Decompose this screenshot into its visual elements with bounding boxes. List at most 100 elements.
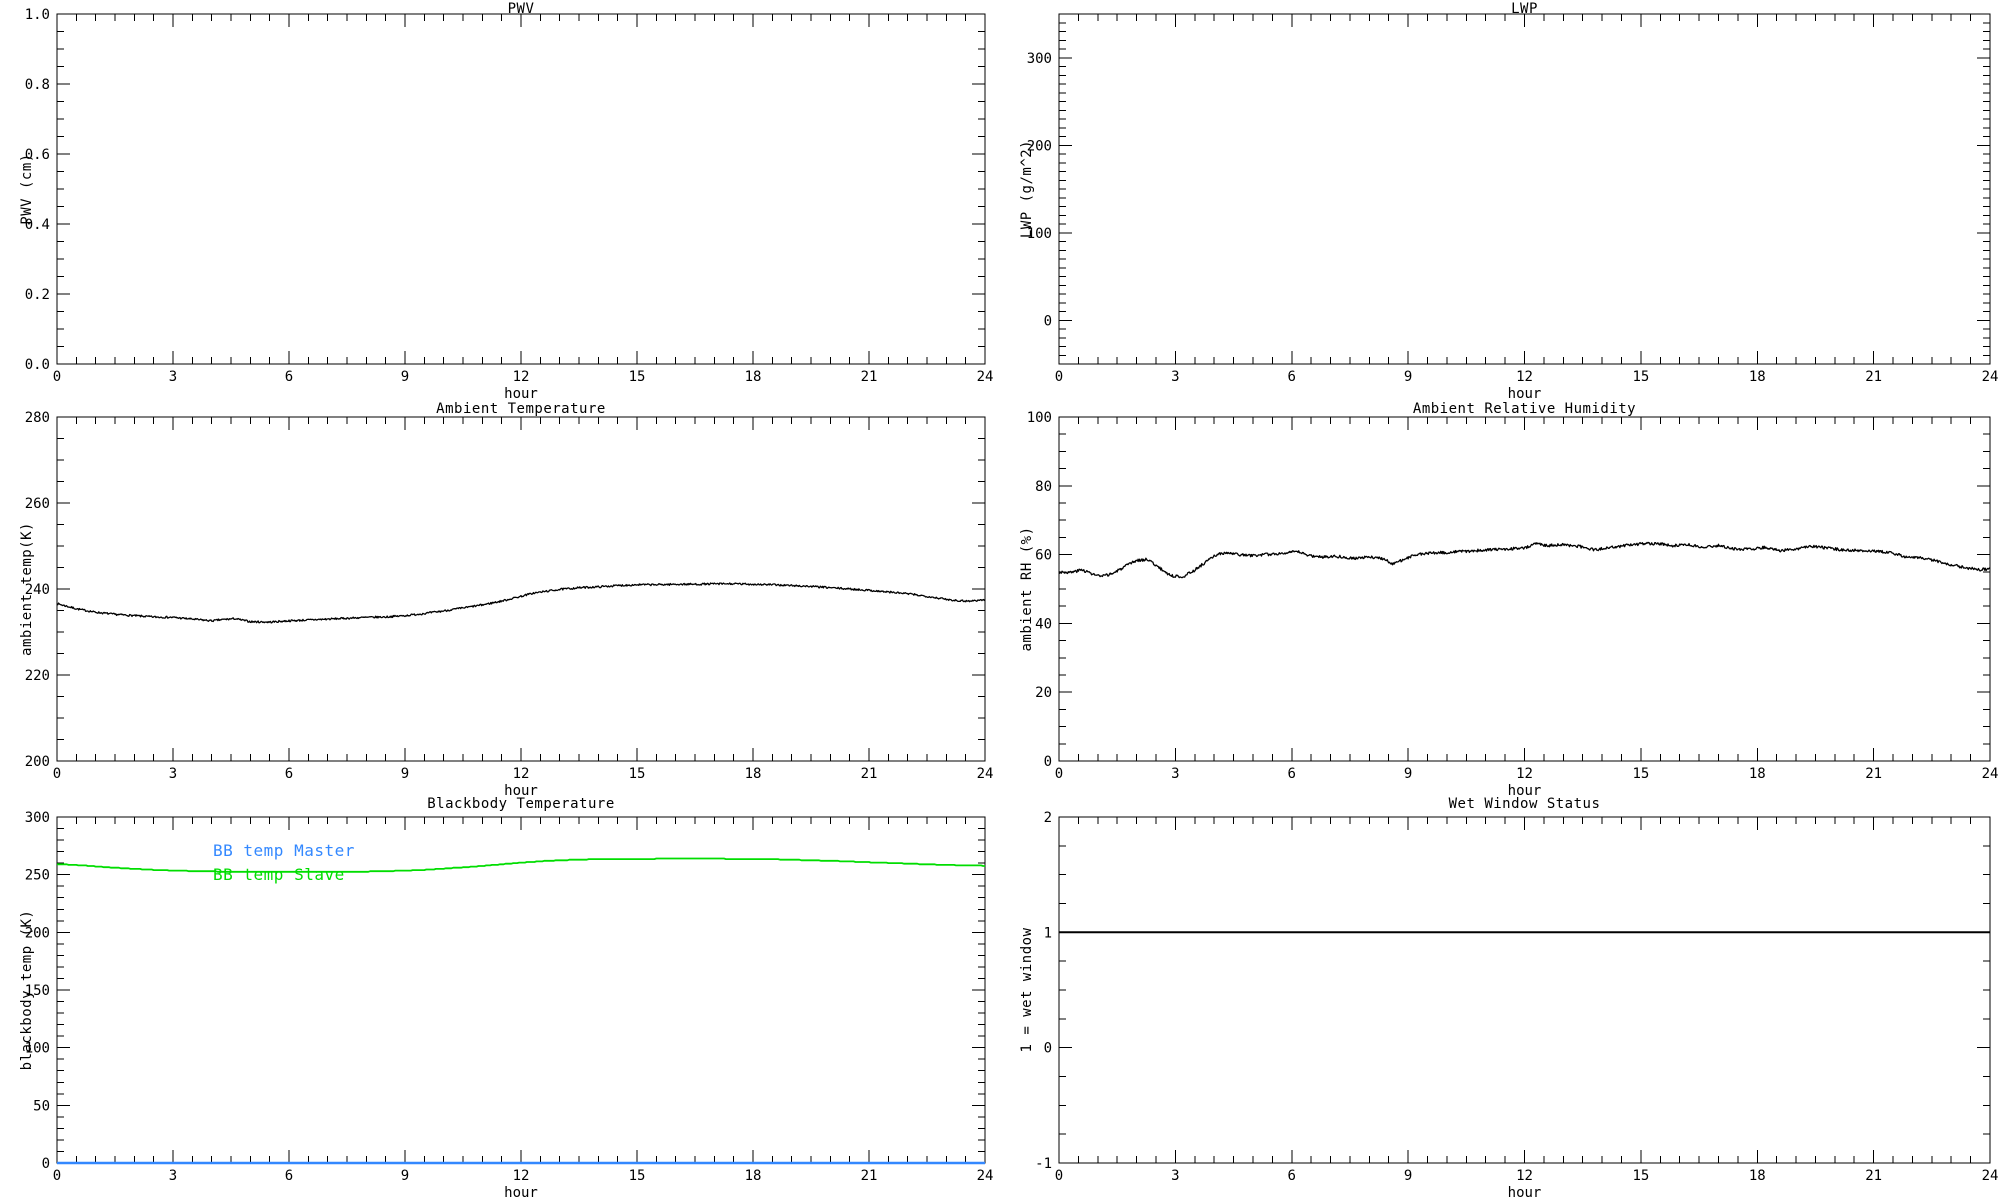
- ambient-relative-humidity-title: Ambient Relative Humidity: [1412, 401, 1637, 417]
- ambient-temperature-title: Ambient Temperature: [436, 401, 606, 417]
- svg-text:12: 12: [1516, 1168, 1533, 1184]
- wet-window-status-panel: 0 3 6 9 12 15 18 21 24 -1 0 1 2 Wet Window Status 1 …: [1000, 795, 2000, 1200]
- svg-text:12: 12: [513, 1168, 530, 1184]
- svg-text:9: 9: [401, 766, 409, 782]
- lwp-y-axis-label: LWP (g/m^2): [1019, 139, 1035, 239]
- svg-text:15: 15: [1632, 1168, 1649, 1184]
- svg-text:300: 300: [25, 810, 50, 826]
- svg-text:0: 0: [1044, 754, 1052, 770]
- svg-text:9: 9: [1404, 766, 1412, 782]
- pwv-plot: 0 3 6 9 12 15 18 21 24 0.0 0.2 0.4 0.6 0.8 1.0: [25, 7, 994, 385]
- svg-text:200: 200: [25, 925, 50, 941]
- svg-text:0: 0: [1055, 369, 1063, 385]
- svg-text:24: 24: [1982, 1168, 1999, 1184]
- svg-text:260: 260: [25, 496, 50, 512]
- blackbody-temperature-panel: 0 3 6 9 12 15 18 21 24 0 50 100 150 200 250 300 Blackbo…: [0, 795, 1000, 1200]
- pwv-title: PWV: [507, 1, 535, 17]
- svg-text:21: 21: [1865, 766, 1882, 782]
- svg-text:3: 3: [1171, 369, 1179, 385]
- svg-text:200: 200: [1027, 138, 1052, 154]
- svg-text:12: 12: [513, 766, 530, 782]
- svg-text:24: 24: [977, 369, 994, 385]
- svg-text:0: 0: [42, 1156, 50, 1172]
- svg-text:200: 200: [25, 754, 50, 770]
- lwp-x-axis-label: hour: [1507, 386, 1542, 402]
- ambient-relative-humidity-y-axis-label: ambient RH (%): [1019, 526, 1035, 652]
- ambient-temperature-y-axis-label: ambient temp(K): [19, 522, 35, 656]
- svg-text:250: 250: [25, 868, 50, 884]
- svg-text:0: 0: [1055, 766, 1063, 782]
- svg-text:80: 80: [1035, 479, 1052, 495]
- svg-text:6: 6: [1288, 1168, 1296, 1184]
- svg-text:18: 18: [1749, 1168, 1766, 1184]
- svg-text:100: 100: [1027, 226, 1052, 242]
- ambient-temperature-panel: 0 3 6 9 12 15 18 21 24 200 220 240 260 280 Ambient Te…: [0, 400, 1000, 799]
- svg-text:24: 24: [977, 1168, 994, 1184]
- svg-text:1: 1: [1044, 925, 1052, 941]
- wet-window-status-y-axis-label: 1 = wet window: [1019, 927, 1035, 1053]
- svg-text:3: 3: [169, 369, 177, 385]
- svg-text:0: 0: [1044, 313, 1052, 329]
- ambient-temperature-x-axis-label: hour: [504, 783, 538, 799]
- svg-text:300: 300: [1027, 51, 1052, 67]
- svg-text:2: 2: [1044, 810, 1052, 826]
- svg-text:150: 150: [25, 983, 50, 999]
- svg-text:9: 9: [1404, 369, 1412, 385]
- svg-text:21: 21: [1865, 369, 1882, 385]
- svg-text:9: 9: [1404, 1168, 1412, 1184]
- svg-text:240: 240: [25, 582, 50, 598]
- svg-text:21: 21: [861, 369, 878, 385]
- svg-text:15: 15: [629, 1168, 646, 1184]
- svg-text:12: 12: [513, 369, 530, 385]
- legend-bb-temp-master: BB temp Master: [213, 841, 355, 860]
- ambient-relative-humidity-x-axis-label: hour: [1507, 783, 1542, 799]
- wet-window-status-x-axis-label: hour: [1507, 1185, 1542, 1200]
- svg-text:280: 280: [25, 410, 50, 426]
- legend-bb-temp-slave: BB temp Slave: [213, 865, 345, 884]
- svg-text:100: 100: [25, 1041, 50, 1057]
- svg-text:15: 15: [1632, 369, 1649, 385]
- svg-text:0.4: 0.4: [25, 217, 50, 233]
- blackbody-temperature-title: Blackbody Temperature: [427, 796, 615, 812]
- svg-text:21: 21: [1865, 1168, 1882, 1184]
- svg-text:0: 0: [1055, 1168, 1063, 1184]
- wet-window-status-title: Wet Window Status: [1448, 796, 1601, 812]
- svg-text:1.0: 1.0: [25, 7, 50, 23]
- svg-text:15: 15: [629, 766, 646, 782]
- svg-text:3: 3: [169, 766, 177, 782]
- svg-text:15: 15: [1632, 766, 1649, 782]
- svg-text:18: 18: [1749, 369, 1766, 385]
- svg-text:3: 3: [1171, 766, 1179, 782]
- svg-text:220: 220: [25, 668, 50, 684]
- svg-text:21: 21: [861, 766, 878, 782]
- lwp-plot: 0 3 6 9 12 15 18 21 24 0 100 200 300: [1027, 13, 1998, 385]
- lwp-title: LWP: [1511, 1, 1538, 17]
- svg-text:6: 6: [1288, 369, 1296, 385]
- svg-text:9: 9: [401, 1168, 409, 1184]
- svg-text:0: 0: [1044, 1041, 1052, 1057]
- svg-text:0: 0: [53, 369, 61, 385]
- svg-text:21: 21: [861, 1168, 878, 1184]
- blackbody-temperature-plot: 0 3 6 9 12 15 18 21 24 0 50 100 150 200 250 300: [25, 810, 994, 1184]
- svg-text:3: 3: [1171, 1168, 1179, 1184]
- blackbody-temperature-x-axis-label: hour: [504, 1185, 538, 1200]
- svg-text:40: 40: [1035, 616, 1052, 632]
- svg-text:6: 6: [285, 369, 293, 385]
- pwv-panel: 0 3 6 9 12 15 18 21 24 0.0 0.2 0.4 0.6 0.8 1.0 PWV PWV…: [0, 0, 1000, 402]
- svg-text:6: 6: [1288, 766, 1296, 782]
- svg-text:12: 12: [1516, 766, 1533, 782]
- svg-text:20: 20: [1035, 685, 1052, 701]
- svg-text:6: 6: [285, 1168, 293, 1184]
- svg-text:9: 9: [401, 369, 409, 385]
- svg-text:0: 0: [53, 1168, 61, 1184]
- svg-text:0: 0: [53, 766, 61, 782]
- svg-text:0.8: 0.8: [25, 77, 50, 93]
- pwv-x-axis-label: hour: [504, 386, 538, 402]
- svg-text:15: 15: [629, 369, 646, 385]
- svg-text:100: 100: [1027, 410, 1052, 426]
- svg-text:0.2: 0.2: [25, 287, 50, 303]
- svg-text:-1: -1: [1035, 1156, 1052, 1172]
- svg-text:12: 12: [1516, 369, 1533, 385]
- ambient-relative-humidity-plot: 0 3 6 9 12 15 18 21 24 0 20 40 60 80 100: [1027, 410, 1999, 782]
